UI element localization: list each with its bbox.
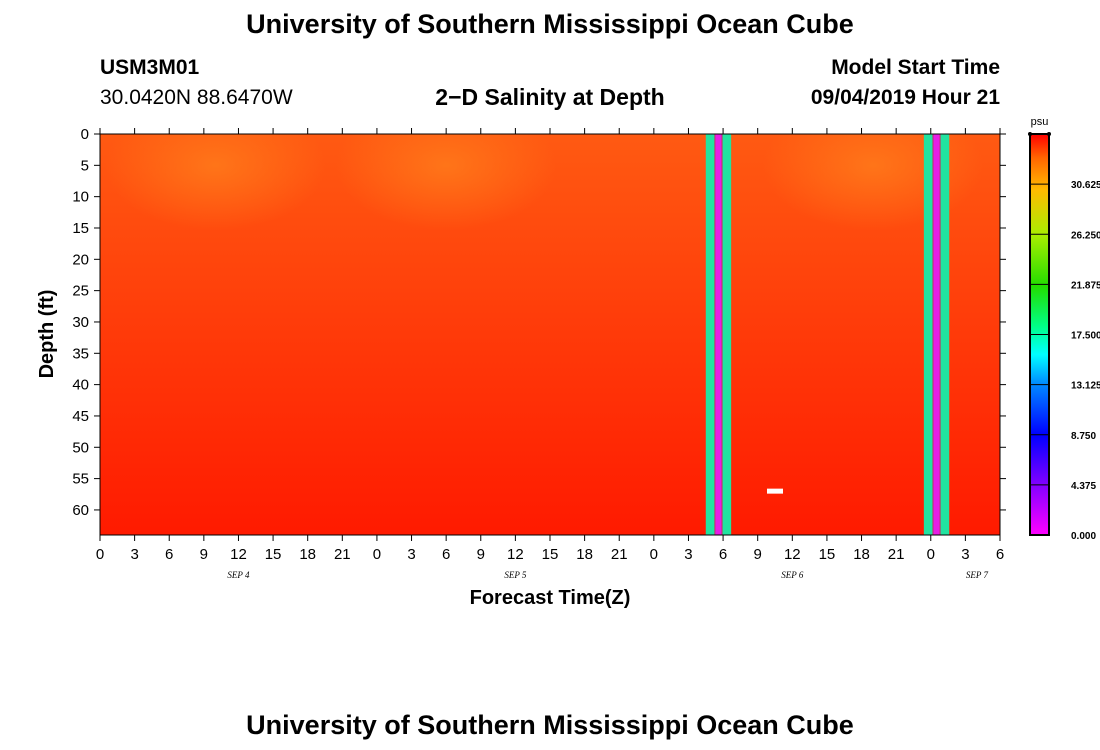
colorbar-tick-label: 17.500 <box>1071 331 1100 342</box>
colorbar-tick-label: 26.250 <box>1071 230 1100 241</box>
y-tick-label: 10 <box>72 189 89 206</box>
date-label: SEP 4 <box>227 570 250 580</box>
x-tick-label: 6 <box>996 546 1004 563</box>
x-tick-label: 9 <box>477 546 485 563</box>
footer-title: University of Southern Mississippi Ocean… <box>246 710 854 740</box>
y-tick-label: 25 <box>72 283 89 300</box>
colorbar-tick-label: 4.375 <box>1071 481 1096 492</box>
x-tick-label: 18 <box>299 546 316 563</box>
page-title: University of Southern Mississippi Ocean… <box>246 9 854 39</box>
x-tick-label: 6 <box>442 546 450 563</box>
x-tick-label: 3 <box>961 546 969 563</box>
y-tick-label: 30 <box>72 314 89 331</box>
x-tick-label: 6 <box>165 546 173 563</box>
date-label: SEP 6 <box>781 570 804 580</box>
warm-spot-0 <box>105 134 326 231</box>
x-tick-label: 15 <box>265 546 282 563</box>
warm-spot-1 <box>336 134 557 231</box>
colorbar-corner-right <box>1047 132 1051 136</box>
x-tick-label: 9 <box>754 546 762 563</box>
chart-title: 2−D Salinity at Depth <box>435 84 665 110</box>
colorbar-tick-label: 13.125 <box>1071 381 1100 392</box>
x-tick-label: 12 <box>230 546 247 563</box>
x-tick-label: 3 <box>684 546 692 563</box>
y-tick-label: 0 <box>81 126 89 143</box>
x-tick-label: 0 <box>650 546 658 563</box>
x-tick-label: 12 <box>507 546 524 563</box>
y-tick-label: 45 <box>72 408 89 425</box>
y-tick-label: 50 <box>72 439 89 456</box>
colorbar-tick-label: 0.000 <box>1071 531 1096 542</box>
y-axis-label: Depth (ft) <box>36 290 58 379</box>
colorbar-unit: psu <box>1031 116 1049 128</box>
x-tick-label: 9 <box>200 546 208 563</box>
x-tick-label: 18 <box>576 546 593 563</box>
x-tick-label: 21 <box>334 546 351 563</box>
x-tick-label: 21 <box>611 546 628 563</box>
y-tick-label: 5 <box>81 157 89 174</box>
y-tick-label: 40 <box>72 377 89 394</box>
station-coordinates: 30.0420N 88.6470W <box>100 86 293 109</box>
missing-band-core-1 <box>932 134 941 535</box>
y-tick-label: 60 <box>72 502 89 519</box>
x-tick-label: 0 <box>373 546 381 563</box>
y-tick-label: 55 <box>72 471 89 488</box>
model-start-label: Model Start Time <box>831 56 1000 79</box>
warm-spot-2 <box>763 134 984 231</box>
depth-marker <box>767 488 783 494</box>
station-id: USM3M01 <box>100 56 200 79</box>
colorbar-corner-left <box>1028 132 1032 136</box>
date-label: SEP 7 <box>966 570 989 580</box>
model-start-value: 09/04/2019 Hour 21 <box>810 86 1000 109</box>
x-axis-label: Forecast Time(Z) <box>470 587 631 609</box>
x-tick-label: 18 <box>853 546 870 563</box>
x-tick-label: 21 <box>888 546 905 563</box>
date-label: SEP 5 <box>504 570 527 580</box>
x-tick-label: 15 <box>542 546 559 563</box>
x-tick-label: 6 <box>719 546 727 563</box>
colorbar-tick-label: 21.875 <box>1071 280 1100 291</box>
x-tick-label: 3 <box>130 546 138 563</box>
x-tick-label: 0 <box>927 546 935 563</box>
x-tick-label: 12 <box>784 546 801 563</box>
x-tick-label: 3 <box>407 546 415 563</box>
y-tick-label: 35 <box>72 345 89 362</box>
missing-band-core-0 <box>714 134 723 535</box>
y-tick-label: 20 <box>72 251 89 268</box>
colorbar-tick-label: 30.625 <box>1071 180 1100 191</box>
x-tick-label: 15 <box>819 546 836 563</box>
y-tick-label: 15 <box>72 220 89 237</box>
x-tick-label: 0 <box>96 546 104 563</box>
colorbar-tick-label: 8.750 <box>1071 431 1096 442</box>
